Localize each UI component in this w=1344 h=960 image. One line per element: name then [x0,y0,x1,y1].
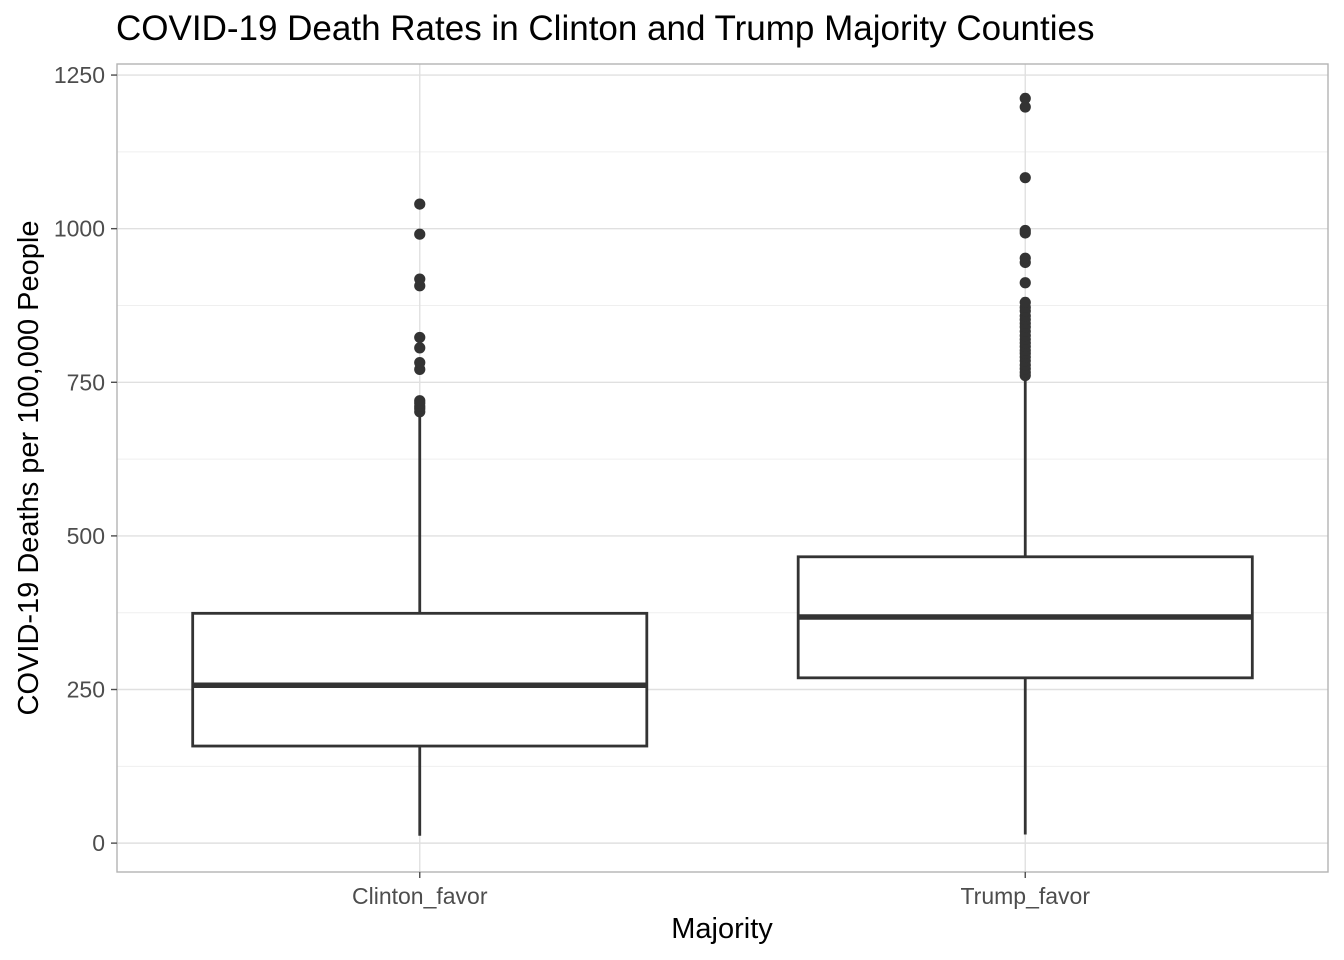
panel-border [117,64,1328,872]
outlier-point [414,273,425,284]
iqr-box [193,613,647,746]
outlier-point [1020,297,1031,308]
axes: 0 250 500 750 1000 1250 Clinton_favor Trump_fav… [54,62,1091,909]
outlier-point [414,229,425,240]
outlier-point [414,332,425,343]
x-tick-label: Clinton_favor [352,883,488,909]
y-tick-label: 0 [92,830,105,856]
y-axis-title: COVID-19 Deaths per 100,000 People [13,221,45,716]
outlier-point [414,395,425,406]
outlier-point [1020,172,1031,183]
outlier-point [1020,253,1031,264]
y-tick-label: 750 [67,369,105,395]
outlier-point [414,342,425,353]
x-tick-label: Trump_favor [960,883,1090,909]
outlier-point [1020,225,1031,236]
boxes [193,93,1253,836]
y-tick-label: 250 [67,677,105,703]
x-axis-title: Majority [671,913,773,945]
y-tick-label: 500 [67,523,105,549]
y-tick-label: 1250 [54,62,105,88]
outlier-point [1020,277,1031,288]
y-tick-label: 1000 [54,216,105,242]
chart-title: COVID-19 Death Rates in Clinton and Trum… [116,9,1094,48]
grid [117,64,1328,872]
outlier-point [414,198,425,209]
outlier-point [414,357,425,368]
outlier-point [1020,93,1031,104]
